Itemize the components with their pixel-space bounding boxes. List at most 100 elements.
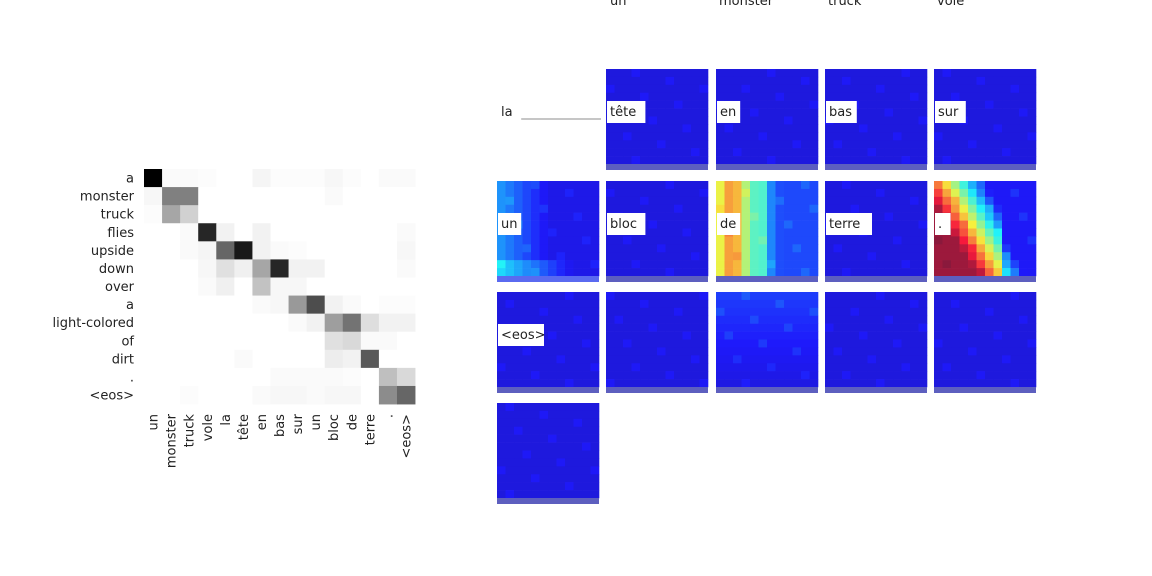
tile-cell bbox=[699, 196, 709, 206]
tile-cell bbox=[792, 236, 802, 245]
tile-cell bbox=[876, 244, 885, 253]
tile-cell bbox=[801, 132, 810, 141]
tile-cell bbox=[733, 339, 742, 348]
tile-cell bbox=[623, 188, 632, 198]
tile-cell bbox=[1019, 124, 1028, 133]
tile-cell bbox=[876, 100, 885, 109]
tile-cell bbox=[699, 268, 709, 277]
tile-cell bbox=[522, 482, 532, 491]
tile-cell bbox=[893, 355, 902, 364]
tile-cell bbox=[985, 323, 994, 332]
tile-cell bbox=[514, 307, 523, 317]
tile-cell bbox=[767, 252, 776, 261]
tile-cell bbox=[767, 228, 776, 237]
tile-cell bbox=[918, 379, 928, 388]
tile-cell bbox=[691, 204, 700, 213]
heatmap-cell bbox=[288, 187, 308, 206]
tile-cell bbox=[1010, 140, 1020, 149]
tile-cell bbox=[590, 363, 600, 372]
tile-cell bbox=[942, 84, 952, 94]
tile-cell bbox=[825, 252, 834, 261]
heatmap-cell bbox=[252, 385, 271, 405]
tile-cell bbox=[648, 228, 658, 237]
tile-cell bbox=[522, 355, 532, 364]
tile-cell bbox=[859, 323, 868, 332]
tile-cell bbox=[623, 307, 632, 317]
tile-cell bbox=[582, 355, 591, 364]
tile-cell bbox=[758, 188, 768, 198]
tile-cell bbox=[548, 458, 557, 467]
tile-cell bbox=[985, 371, 994, 380]
tile-cell bbox=[505, 307, 515, 317]
tile-cell bbox=[1010, 84, 1020, 94]
tile-cell bbox=[784, 69, 793, 78]
tile-cell bbox=[850, 69, 860, 78]
tile-cell bbox=[893, 188, 902, 198]
tile-cell bbox=[993, 116, 1003, 125]
tile-cell bbox=[775, 69, 785, 78]
tile-cell bbox=[590, 299, 600, 309]
tile-cell bbox=[867, 260, 877, 269]
tile-cell bbox=[497, 442, 506, 451]
tile-cell bbox=[1019, 228, 1028, 237]
tile-cell bbox=[918, 204, 928, 213]
tile-cell bbox=[842, 379, 851, 388]
tile-cell bbox=[741, 212, 751, 221]
tile-cell bbox=[1019, 140, 1028, 149]
tile-cell bbox=[522, 450, 532, 459]
tile-cell bbox=[850, 156, 860, 165]
tile-cell bbox=[531, 474, 540, 483]
tile-cell bbox=[1027, 292, 1037, 301]
tile-cell bbox=[842, 76, 851, 86]
tile-cell bbox=[792, 212, 802, 221]
tile-cell bbox=[682, 347, 692, 356]
tile-cell bbox=[699, 84, 709, 94]
tile-cell bbox=[784, 148, 793, 157]
tile-cell bbox=[522, 268, 532, 277]
heatmap-cell bbox=[306, 187, 326, 206]
tile-cell bbox=[565, 379, 574, 388]
tile-cell bbox=[623, 363, 632, 372]
tile-label-box bbox=[498, 213, 522, 235]
tile-cell bbox=[741, 339, 751, 348]
tile-cell bbox=[539, 244, 549, 253]
tile-cell bbox=[606, 69, 615, 78]
tile-cell bbox=[505, 347, 515, 356]
tile-cell bbox=[910, 100, 919, 109]
tile-cell bbox=[1019, 323, 1028, 332]
tile-cell bbox=[976, 84, 986, 94]
tile-cell bbox=[548, 228, 557, 237]
tile-cell bbox=[741, 84, 751, 94]
tile-cell bbox=[514, 450, 523, 459]
tile-cell bbox=[548, 450, 557, 459]
tile-cell bbox=[850, 260, 860, 269]
tile-cell bbox=[665, 69, 675, 78]
tile-cell bbox=[942, 379, 952, 388]
tile-cell bbox=[901, 196, 911, 206]
tile-cell bbox=[901, 188, 911, 198]
tile-cell bbox=[775, 148, 785, 157]
tile-cell bbox=[951, 181, 960, 190]
heatmap-cell bbox=[288, 313, 308, 333]
tile-cell bbox=[968, 315, 977, 324]
tile-cell bbox=[665, 339, 675, 348]
tile-cell bbox=[631, 124, 641, 133]
tile-cell bbox=[556, 347, 566, 356]
tile-cell bbox=[758, 69, 768, 78]
tile-cell bbox=[699, 69, 709, 78]
tile-cell bbox=[724, 315, 734, 324]
tile-cell bbox=[767, 339, 776, 348]
tile-cell bbox=[968, 84, 977, 94]
tile-cell bbox=[640, 244, 649, 253]
tile-cell bbox=[775, 140, 785, 149]
tile-cell bbox=[833, 323, 843, 332]
tile-cell bbox=[833, 76, 843, 86]
heatmap-cell bbox=[342, 205, 362, 224]
tile-cell bbox=[674, 148, 683, 157]
tile-cell bbox=[993, 355, 1003, 364]
heatmap-cell bbox=[198, 169, 217, 188]
tile-cell bbox=[631, 140, 641, 149]
heatmap-cell bbox=[324, 259, 344, 278]
heatmap-cell bbox=[360, 349, 380, 369]
tile-label: en bbox=[720, 105, 736, 120]
